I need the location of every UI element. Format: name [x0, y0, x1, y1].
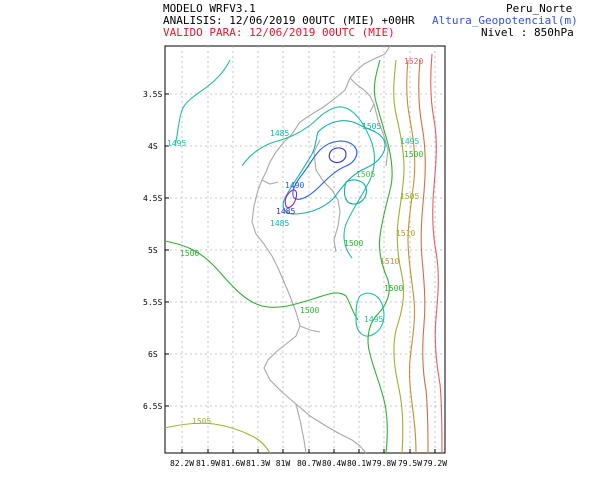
lat-label: 5S: [148, 246, 158, 255]
lon-label: 80.1W: [347, 459, 371, 468]
contour-label: 1510: [396, 229, 415, 238]
contour-1500-west: [164, 240, 359, 321]
lat-label: 6S: [148, 350, 158, 359]
lon-label: 82.2W: [170, 459, 194, 468]
valid-line: VALIDO PARA: 12/06/2019 00UTC (MIE): [163, 26, 395, 39]
contour-label: 1500: [384, 284, 403, 293]
contour-1515-east: [418, 59, 429, 454]
lon-label: 79.2W: [423, 459, 447, 468]
contour-1490-inner: [292, 140, 358, 200]
contour-label: 1520: [404, 57, 423, 66]
lon-label: 79.5W: [398, 459, 422, 468]
lon-label: 81W: [276, 459, 291, 468]
contour-1520-east: [430, 53, 443, 454]
contour-label: 1500: [180, 249, 199, 258]
contour-1485-core: [328, 147, 347, 164]
contour-label: 1495: [167, 139, 186, 148]
contour-label: 1495: [364, 315, 383, 324]
variable-name: Altura_Geopotencial(m): [432, 14, 578, 27]
contour-label: 1485: [270, 129, 289, 138]
contour-1495-nw: [174, 59, 231, 147]
lat-label: 3.5S: [143, 90, 162, 99]
contour-1495-main: [241, 106, 376, 259]
contour-label: 1505: [362, 122, 381, 131]
contour-1505-east: [393, 59, 405, 454]
contour-label: 1505: [192, 417, 211, 426]
contour-1495-se: [355, 292, 385, 337]
contour-label: 1505: [356, 170, 375, 179]
model-title: MODELO WRFV3.1: [163, 2, 256, 15]
contour-lines: [164, 53, 443, 454]
lon-label: 81.9W: [196, 459, 220, 468]
lat-label: 5.5S: [143, 298, 162, 307]
analysis-line: ANALISIS: 12/06/2019 00UTC (MIE) +00HR: [163, 14, 415, 27]
contour-label: 1495: [400, 137, 419, 146]
contour-label: 1510: [380, 257, 399, 266]
contour-label: 1505: [400, 192, 419, 201]
contour-label: 1485: [270, 219, 289, 228]
contour-label: 1500: [404, 150, 423, 159]
tick-marks: [165, 93, 436, 453]
contour-1480-core: [284, 189, 298, 209]
lon-label: 81.6W: [221, 459, 245, 468]
lat-label: 4.5S: [143, 194, 162, 203]
lat-label: 6.5S: [143, 402, 162, 411]
contour-label: 1485: [276, 207, 295, 216]
grid-lines: [165, 46, 445, 453]
map-frame: [164, 45, 446, 454]
lon-label: 80.7W: [297, 459, 321, 468]
contour-1500-east: [367, 59, 393, 454]
contour-label: 1500: [344, 239, 363, 248]
contour-label: 1490: [285, 181, 304, 190]
pressure-level: Nivel : 850hPa: [481, 26, 574, 39]
contour-1505-southwest: [164, 422, 271, 454]
coastline: [251, 45, 391, 454]
contour-1485-outer: [282, 120, 386, 215]
lon-label: 80.4W: [322, 459, 346, 468]
lon-label: 81.3W: [246, 459, 270, 468]
lat-label: 4S: [148, 142, 158, 151]
contour-1510-east: [406, 59, 417, 454]
region-name: Peru_Norte: [506, 2, 573, 15]
contour-cyan-small: [343, 179, 367, 205]
contour-label: 1500: [300, 306, 319, 315]
lon-label: 79.8W: [372, 459, 396, 468]
